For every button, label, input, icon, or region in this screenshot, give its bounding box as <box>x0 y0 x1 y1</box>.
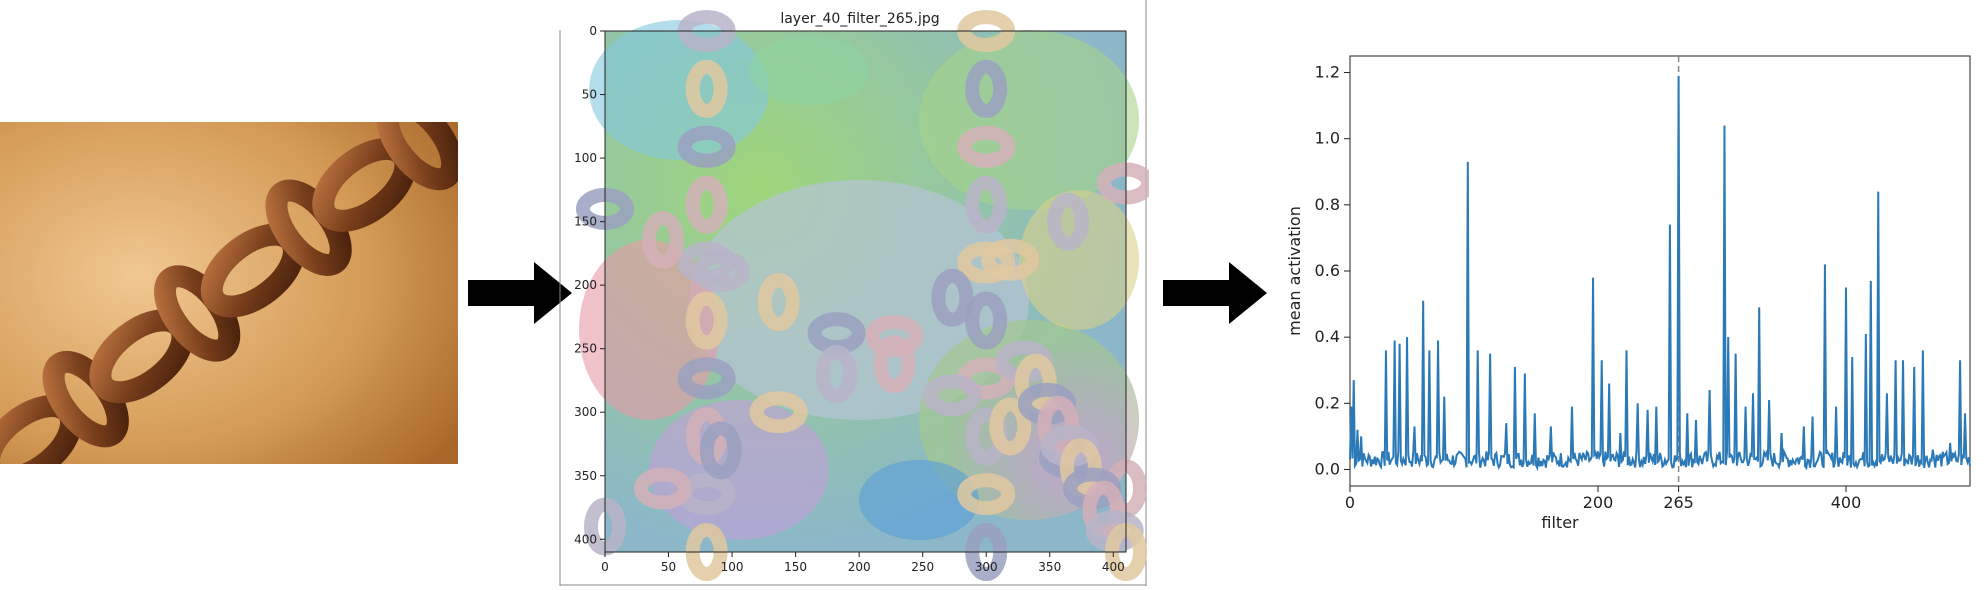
feature-chain-link <box>965 175 1008 234</box>
feature-chain-link <box>965 59 1008 118</box>
feature-chain-link <box>1059 438 1102 497</box>
feature-chain-link <box>633 467 692 510</box>
feature-chain-link <box>865 314 924 357</box>
feature-map-panel: layer_40_filter_265.jpg 0 50 100 150 200 250 3… <box>559 0 1155 586</box>
x-tick-label: 400 <box>1102 560 1125 574</box>
feature-chain-link <box>757 273 800 332</box>
x-tick-label: 50 <box>661 560 676 574</box>
y-tick-label: 0.0 <box>1315 459 1340 478</box>
chain-link <box>376 122 458 191</box>
y-tick-label: 300 <box>574 405 597 419</box>
x-axis-label: filter <box>1541 513 1579 532</box>
feature-chain-link <box>1082 480 1125 539</box>
x-tick-label: 200 <box>1583 493 1614 512</box>
feature-chain-link <box>677 125 736 168</box>
y-tick-label: 100 <box>574 151 597 165</box>
feature-chain-link <box>1047 192 1090 251</box>
y-tick-label: 400 <box>574 532 597 546</box>
chain-photo-icon <box>0 122 458 464</box>
x-tick-label: 150 <box>784 560 807 574</box>
y-tick-label: 1.2 <box>1315 63 1340 82</box>
feature-chain-link <box>957 473 1016 516</box>
feature-chain-link <box>957 125 1016 168</box>
feature-chain-link <box>923 374 982 417</box>
x-tick-label: 250 <box>911 560 934 574</box>
feature-chain-link <box>873 335 916 394</box>
feature-chain-link <box>965 291 1008 350</box>
x-tick-label: 265 <box>1663 493 1694 512</box>
feature-map-image <box>576 10 1155 581</box>
y-axis-label: mean activation <box>1285 206 1304 336</box>
x-tick-label: 400 <box>1831 493 1862 512</box>
feature-chain-link <box>677 357 736 400</box>
y-tick-label: 0.6 <box>1315 261 1340 280</box>
feature-chain-link <box>1014 353 1057 412</box>
x-tick-label: 0 <box>1345 493 1355 512</box>
y-tick-label: 0.2 <box>1315 393 1340 412</box>
feature-chain-link <box>685 175 728 234</box>
feature-chain-link <box>815 345 858 404</box>
y-tick-label: 150 <box>574 215 597 229</box>
y-tick-label: 350 <box>574 469 597 483</box>
feature-chain-link <box>691 250 750 293</box>
x-tick-label: 100 <box>721 560 744 574</box>
feature-map-frame <box>604 30 1127 553</box>
feature-chain-link <box>685 59 728 118</box>
right-arrow-icon <box>1163 262 1267 328</box>
feature-chain-link <box>1037 395 1080 454</box>
feature-chain-link <box>931 268 974 327</box>
y-tick-label: 250 <box>574 342 597 356</box>
activation-chart: 0 200 265 400 0.0 0.2 0.4 0.6 0.8 1.0 1.2 filter … <box>1280 40 1980 560</box>
x-tick-label: 300 <box>975 560 998 574</box>
right-arrow-icon <box>468 262 572 328</box>
feature-chain-link <box>641 210 684 269</box>
feature-chain-link <box>685 291 728 350</box>
y-tick-label: 50 <box>582 88 597 102</box>
y-tick-label: 1.0 <box>1315 129 1340 148</box>
feature-chain-link <box>749 391 808 434</box>
series-line <box>1349 75 1971 472</box>
x-tick-label: 200 <box>848 560 871 574</box>
feature-chain-link <box>989 397 1032 456</box>
y-tick-label: 0.8 <box>1315 195 1340 214</box>
y-tick-label: 0 <box>589 24 597 38</box>
feature-chain-link <box>699 421 742 480</box>
feature-chain-link <box>981 238 1040 281</box>
y-tick-label: 200 <box>574 278 597 292</box>
x-tick-label: 0 <box>601 560 609 574</box>
x-tick-label: 350 <box>1038 560 1061 574</box>
feature-map-title: layer_40_filter_265.jpg <box>780 11 939 27</box>
chain-photo <box>0 122 458 464</box>
y-tick-label: 0.4 <box>1315 327 1340 346</box>
